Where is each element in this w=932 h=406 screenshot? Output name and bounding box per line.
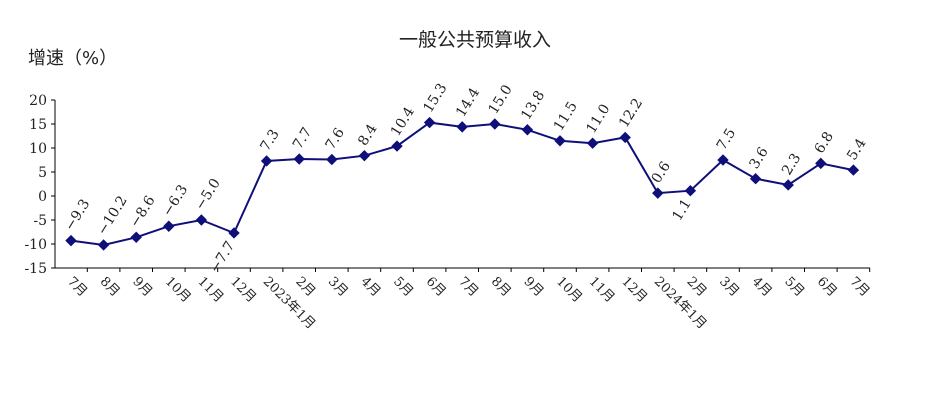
x-tick-label: 2月 xyxy=(292,274,318,300)
x-tick-label: 6月 xyxy=(814,274,840,300)
y-tick-label: 10 xyxy=(29,141,47,157)
series-line xyxy=(70,121,854,247)
data-point xyxy=(554,135,566,147)
x-tick-label: 8月 xyxy=(488,274,514,300)
data-point xyxy=(652,187,664,199)
data-point xyxy=(847,164,860,176)
data-point xyxy=(260,155,273,167)
x-tick-label: 8月 xyxy=(97,274,123,300)
data-point xyxy=(228,227,240,239)
data-point xyxy=(717,154,729,166)
x-tick-label: 3月 xyxy=(716,274,742,300)
data-label: 5.4 xyxy=(844,136,869,163)
data-label: 14.4 xyxy=(453,85,483,120)
data-label: −9.3 xyxy=(62,196,94,233)
y-tick-label: -5 xyxy=(33,213,47,229)
data-label: 15.3 xyxy=(420,81,450,116)
data-point xyxy=(65,234,77,247)
y-tick-label: 20 xyxy=(29,93,47,109)
data-point xyxy=(815,157,827,170)
data-point xyxy=(456,121,468,133)
data-point xyxy=(163,220,175,232)
data-point xyxy=(521,124,534,136)
data-label: 8.4 xyxy=(355,121,380,148)
x-tick-label: 11月 xyxy=(195,274,226,305)
axes xyxy=(51,99,871,272)
data-label: −5.0 xyxy=(192,176,224,213)
x-tick-label: 4月 xyxy=(749,274,775,300)
x-tick-label: 12月 xyxy=(618,274,649,305)
x-tick-label: 5月 xyxy=(390,274,416,300)
x-tick-label: 7月 xyxy=(64,274,90,300)
data-label: 11.5 xyxy=(551,99,581,134)
data-point xyxy=(749,173,762,185)
data-label: 1.1 xyxy=(669,196,694,223)
data-label: 7.7 xyxy=(290,125,315,152)
data-point xyxy=(489,118,501,130)
x-tick-label: 2月 xyxy=(684,274,710,300)
data-points xyxy=(65,116,860,251)
y-tick-label: 0 xyxy=(38,189,47,205)
data-point xyxy=(358,149,371,162)
data-point xyxy=(130,231,142,243)
data-label: −7.7 xyxy=(207,239,239,276)
x-tick-label: 3月 xyxy=(325,274,351,300)
y-tick-labels: 20 15 10 5 0 -5 -10 -15 xyxy=(24,93,47,277)
x-tick-label: 7月 xyxy=(455,274,481,300)
data-labels: −9.3 −10.2−8.6 −6.3 −5.0−7.77.3 7.7 7.6 8.4 10.… xyxy=(62,81,870,276)
x-tick-label: 10月 xyxy=(162,274,193,305)
data-label: 7.6 xyxy=(323,125,348,152)
y-tick-label: 15 xyxy=(29,117,47,133)
data-label: −8.6 xyxy=(127,193,159,230)
data-label: −6.3 xyxy=(160,182,192,219)
data-label: 2.3 xyxy=(779,151,804,178)
data-label: 12.2 xyxy=(616,96,646,131)
x-tick-label: 9月 xyxy=(521,274,547,300)
data-label: 7.3 xyxy=(257,127,282,154)
data-point xyxy=(423,116,436,129)
data-point xyxy=(391,140,403,152)
y-tick-label: -10 xyxy=(24,237,47,253)
data-label: 3.6 xyxy=(746,144,771,171)
x-tick-label: 12月 xyxy=(227,274,258,305)
y-tick-label: 5 xyxy=(38,165,47,181)
data-point xyxy=(326,153,338,166)
x-tick-label: 10月 xyxy=(553,274,584,305)
x-tick-label: 11月 xyxy=(586,274,617,305)
data-point xyxy=(97,239,110,251)
data-point xyxy=(195,214,208,226)
x-tick-label: 6月 xyxy=(423,274,449,300)
chart-title: 一般公共预算收入 xyxy=(399,29,551,51)
data-label: 13.8 xyxy=(518,88,548,123)
x-tick-label: 7月 xyxy=(847,274,873,300)
data-label: 11.0 xyxy=(583,101,613,136)
x-tick-label: 4月 xyxy=(358,274,384,300)
data-label: 15.0 xyxy=(486,82,516,117)
y-tick-label: -15 xyxy=(24,261,47,277)
data-label: 7.5 xyxy=(714,126,739,153)
data-point xyxy=(684,185,697,197)
data-point xyxy=(619,131,631,144)
y-axis-label: 增速（%） xyxy=(28,48,117,69)
x-tick-label: 9月 xyxy=(129,274,155,300)
data-point xyxy=(782,179,794,191)
data-label: 6.8 xyxy=(812,129,837,156)
data-label: −10.2 xyxy=(94,193,130,238)
x-tick-label: 5月 xyxy=(781,274,807,300)
data-point xyxy=(293,153,305,165)
data-point xyxy=(586,137,599,149)
